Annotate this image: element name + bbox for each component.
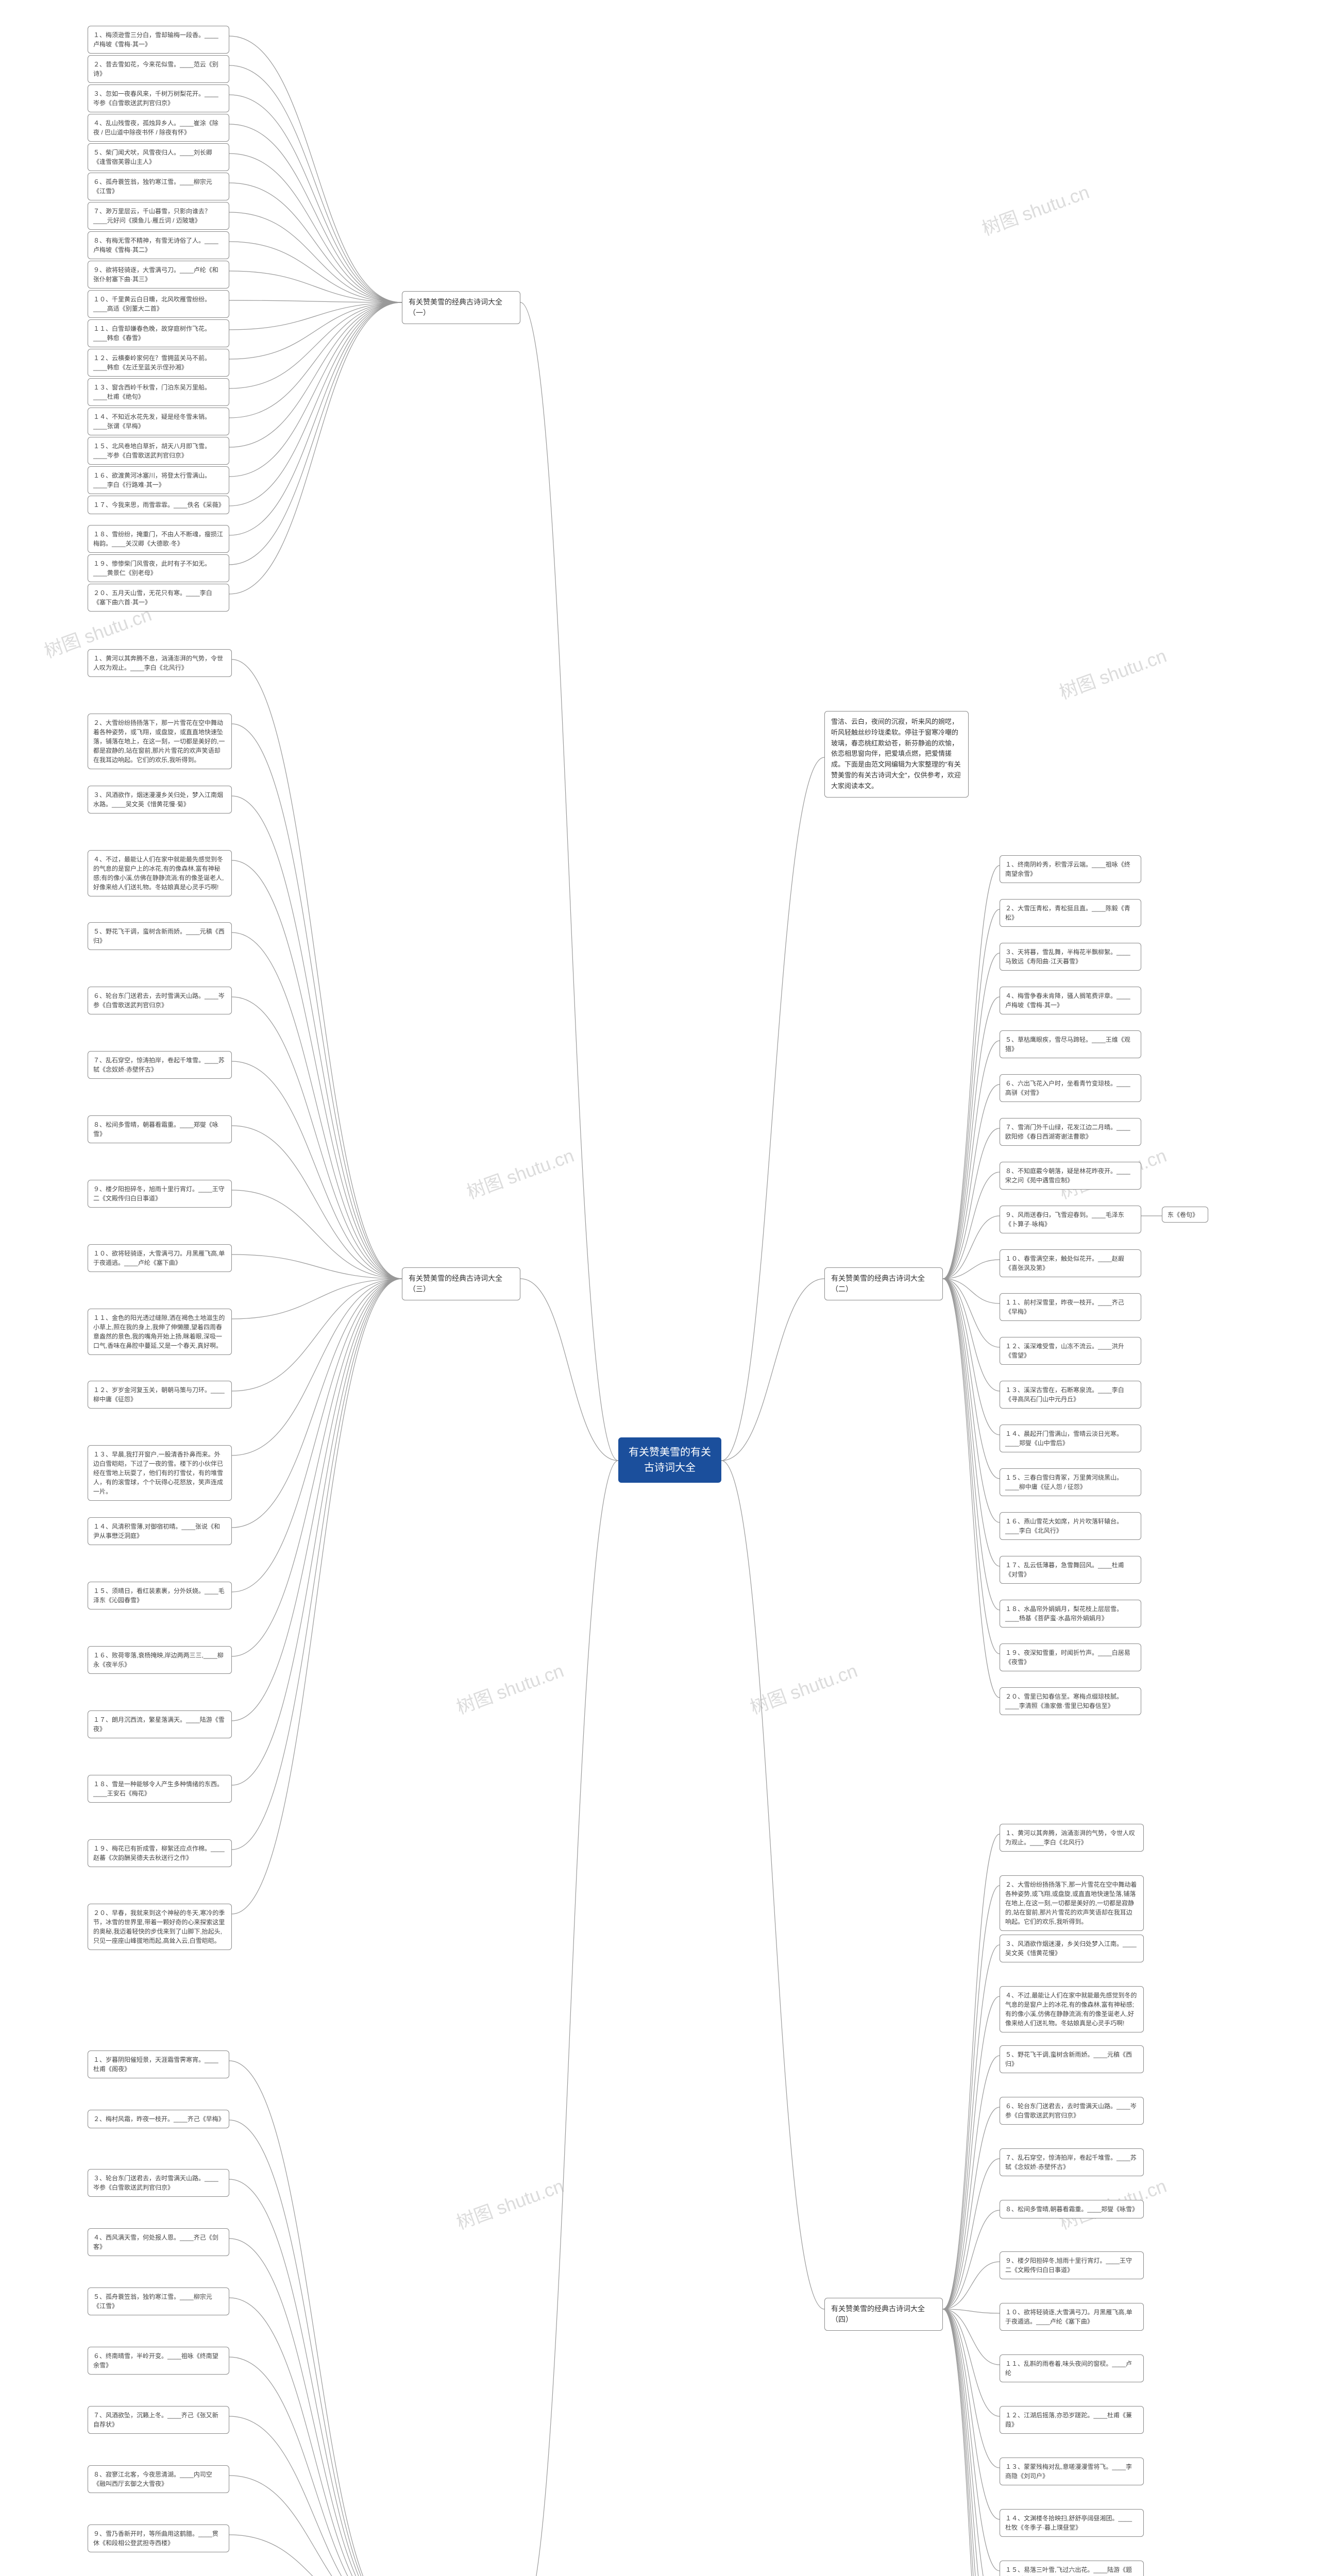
leaf-node: １０、千里黄云白日曛，北风吹雁雪纷纷。____高适《别董大二首》 <box>88 290 229 318</box>
leaf-node: ５、野花飞干调,蛮树含新雨娇。____元稹《西归》 <box>1000 2045 1144 2073</box>
leaf-node: ９、楼夕阳担碎冬,旭雨十里行宵灯。____王守二《文殿传归白日事道》 <box>1000 2251 1144 2279</box>
leaf-node: ６、轮台东门送君去，去时雪满天山路。____岑参《白雪歌送武判官归京》 <box>1000 2097 1144 2125</box>
leaf-node: ４、乱山残雪夜，孤烛异乡人。____崔涂《除夜 / 巴山道中除夜书怀 / 除夜有… <box>88 114 229 142</box>
leaf-node: １４、风清积雪薄,对御宿初晴。____张说《和尹从事懋泛洞庭》 <box>88 1517 232 1545</box>
leaf-node: １１、金色的阳光透过缝隙,洒在褐色土地滋生的小草上,照在我的身上,我伸了伸懒腰,… <box>88 1309 232 1355</box>
leaf-node: ２、昔去雪如花，今来花似雪。____范云《别诗》 <box>88 55 229 83</box>
intro-node: 雪洁、云白，夜间的沉寂，听来风的婉呓，听风轻触丝纱玲珑柔软。停驻于窗寒冷嘲的玻璃… <box>824 711 969 798</box>
leaf-node: ５、野花飞干调，蛮树含新雨娇。____元稹《西归》 <box>88 922 232 950</box>
leaf-node: ７、渺万里层云，千山暮雪，只影向谁去？____元好问《摸鱼儿·雁丘词 / 迈陂塘… <box>88 202 229 230</box>
leaf-node: ９、风雨送春归，飞雪迎春到。____毛泽东《卜算子·咏梅》 <box>1000 1206 1141 1233</box>
leaf-node: ３、天将暮，雪乱舞，半梅花半飘柳絮。____马致远《寿阳曲·江天暮雪》 <box>1000 943 1141 971</box>
leaf-node: １７、今我来思，雨雪霏霏。____佚名《采薇》 <box>88 496 229 514</box>
leaf-node: ２０、雪里已知春信至。寒梅点缀琼枝腻。____李清照《渔家傲·雪里已知春信至》 <box>1000 1687 1141 1715</box>
center-node: 有关赞美雪的有关古诗词大全 <box>618 1437 721 1483</box>
leaf-node: ３、风酒欲作，烟迷漫漫乡关归处，梦入江南烟水路。____吴文英《惜黄花慢·菊》 <box>88 786 232 814</box>
leaf-node: １４、不知近水花先发，疑是经冬雪未销。____张谓《早梅》 <box>88 408 229 435</box>
leaf-node: １５、易落三叶雪,飞过六出花。____陆游《题冬雪对》 <box>1000 2561 1144 2576</box>
leaf-node: １、梅须逊雪三分白，雪却输梅一段香。____卢梅坡《雪梅·其一》 <box>88 26 229 54</box>
leaf-node: ５、柴门闻犬吠，风雪夜归人。____刘长卿《逢雪宿芙蓉山主人》 <box>88 143 229 171</box>
leaf-node: １２、江湖后摇落,亦恐岁蹉跎。____杜甫《蒹葭》 <box>1000 2406 1144 2434</box>
leaf-node: ３、轮台东门送君去，去时雪满天山路。____岑参《白雪歌送武判官归京》 <box>88 2169 229 2197</box>
leaf-node: ２０、五月天山雪，无花只有寒。____李白《塞下曲六首·其一》 <box>88 584 229 612</box>
leaf-node: １８、水晶帘外娟娟月，梨花枝上层层雪。____杨基《菩萨蛮·水晶帘外娟娟月》 <box>1000 1600 1141 1628</box>
leaf-node: １、岁暮阴阳催短景，天涯霜雪霁寒宵。____杜甫《阁夜》 <box>88 2050 229 2078</box>
leaf-node: ２、大雪纷纷扬扬落下，那一片雪花在空中舞动着各种姿势，或飞翔，或盘旋，或直直地快… <box>88 714 232 769</box>
section-node: 有关赞美雪的经典古诗词大全（四） <box>824 2298 943 2331</box>
leaf-node: ５、孤舟蓑笠翁，独钓寒江雪。____柳宗元《江雪》 <box>88 2287 229 2315</box>
leaf-node: １０、欲将轻骑逐，大雪满弓刀。月黑雁飞高,单于夜遁逃。____卢纶《塞下曲》 <box>88 1244 232 1272</box>
leaf-node: １３、溪深古雪在，石断寒泉流。____李白《寻高凤石门山中元丹丘》 <box>1000 1381 1141 1409</box>
leaf-node: １５、须晴日，看红装素裹，分外妖娆。____毛泽东《沁园春雪》 <box>88 1582 232 1609</box>
leaf-node: １３、蒙蒙残梅对乱,意嗟漫漫雪将飞。____李商隐《刘司户》 <box>1000 2458 1144 2485</box>
leaf-node: ４、梅雪争春未肯降，骚人搁笔费评章。____卢梅坡《雪梅·其一》 <box>1000 987 1141 1014</box>
watermark: 树图 shutu.cn <box>452 1656 567 1719</box>
section-node: 有关赞美雪的经典古诗词大全（一） <box>402 291 520 324</box>
leaf-node: ９、楼夕阳担碎冬，旭雨十里行宵灯。____王守二《文殿传归白日事道》 <box>88 1180 232 1208</box>
leaf-node: ２、梅村风霜，昨夜一枝开。____齐己《早梅》 <box>88 2110 229 2128</box>
leaf-node: ２０、早春，我就来到这个神秘的冬天,寒冷的季节，冰雪的世界里,带着一颗好奇的心来… <box>88 1904 232 1950</box>
leaf-node: １５、北风卷地白草折，胡天八月即飞雪。____岑参《白雪歌送武判官归京》 <box>88 437 229 465</box>
leaf-node: １２、岁岁金河复玉关，朝朝马策与刀环。____柳中庸《征怨》 <box>88 1381 232 1409</box>
leaf-node: １１、前村深雪里，昨夜一枝开。____齐己《早梅》 <box>1000 1293 1141 1321</box>
leaf-node: ７、雪消门外千山绿，花发江边二月晴。____欧阳修《春日西湖寄谢法曹歌》 <box>1000 1118 1141 1146</box>
leaf-node: ２、大雪压青松，青松挺且直。____陈毅《青松》 <box>1000 899 1141 927</box>
leaf-node: ８、松间多雪晴，朝暮看霜重。____郑燮《咏雪》 <box>88 1115 232 1143</box>
leaf-node: １９、夜深知雪重，时闻折竹声。____白居易《夜雪》 <box>1000 1643 1141 1671</box>
leaf-node: ９、雪乃香新开时，等所曲用这鹤腊。____贯休《和段相公登武担寺西楼》 <box>88 2524 229 2552</box>
watermark: 树图 shutu.cn <box>463 1141 578 1204</box>
leaf-node: １７、乱云低薄暮，急雪舞回风。____杜甫《对雪》 <box>1000 1556 1141 1584</box>
section-node: 有关赞美雪的经典古诗词大全（二） <box>824 1267 943 1300</box>
leaf-node: １、黄河以其奔腾，汹涌澎湃的气势，令世人叹为观止。____李白《北风行》 <box>1000 1824 1144 1852</box>
leaf-node: １９、梅花已有折成雪，柳絮还应点作棉。____赵蕃《次韵酬吴德夫去秋送行之作》 <box>88 1839 232 1867</box>
leaf-node: ９、欲将轻骑逐，大雪满弓刀。____卢纶《和张仆射塞下曲·其三》 <box>88 261 229 289</box>
leaf-node: １２、溪深难受雪，山冻不流云。____洪升《雪望》 <box>1000 1337 1141 1365</box>
leaf-node: １５、三春白雪归青冢，万里黄河绕黑山。____柳中庸《征人怨 / 征怨》 <box>1000 1468 1141 1496</box>
leaf-node: ６、六出飞花入户时，坐看青竹变琼枝。____高骈《对雪》 <box>1000 1074 1141 1102</box>
leaf-node: ４、不过,最能让人们在家中就能最先感觉到冬的气息的是窗户上的冰花,有的像森林,富… <box>1000 1986 1144 2032</box>
watermark: 树图 shutu.cn <box>746 1656 861 1719</box>
deep-leaf-node: 东《卷句》 <box>1162 1207 1208 1223</box>
section-node: 有关赞美雪的经典古诗词大全（三） <box>402 1267 520 1300</box>
leaf-node: １６、燕山雪花大如席，片片吹落轩辕台。____李白《北风行》 <box>1000 1512 1141 1540</box>
leaf-node: １６、败荷零落,衰杨掩映,岸边两两三三,____柳永《夜半乐》 <box>88 1646 232 1674</box>
watermark: 树图 shutu.cn <box>1055 641 1170 704</box>
leaf-node: １８、雪纷纷，掩重门，不由人不断魂，瘦损江梅韵。____关汉卿《大德歌·冬》 <box>88 525 229 553</box>
leaf-node: ４、不过，最能让人们在家中就能最先感觉到冬的气息的是窗户上的冰花,有的像森林,富… <box>88 850 232 896</box>
leaf-node: １６、欲渡黄河冰塞川，将登太行雪满山。____李白《行路难·其一》 <box>88 466 229 494</box>
leaf-node: ７、乱石穿空，惊涛拍岸，卷起千堆雪。____苏轼《念奴娇·赤壁怀古》 <box>1000 2148 1144 2176</box>
leaf-node: ４、西风满天雪，何处报人恩。____齐己《剑客》 <box>88 2228 229 2256</box>
watermark: 树图 shutu.cn <box>978 177 1093 241</box>
leaf-node: ２、大雪纷纷扬扬落下,那一片雪花在空中舞动着各种姿势,或飞翔,或盘旋,或直直地快… <box>1000 1875 1144 1931</box>
leaf-node: ７、乱石穿空，惊涛拍岸，卷起千堆雪。____苏轼《念奴娇·赤壁怀古》 <box>88 1051 232 1079</box>
leaf-node: ５、草枯鹰眼疾，雪尽马蹄轻。____王维《观猎》 <box>1000 1030 1141 1058</box>
leaf-node: １９、惨惨柴门风雪夜，此时有子不如无。____黄景仁《别老母》 <box>88 554 229 582</box>
leaf-node: ３、忽如一夜春风来，千树万树梨花开。____岑参《白雪歌送武判官归京》 <box>88 84 229 112</box>
leaf-node: １３、早晨,我打开窗户,一股清香扑鼻而来。外边白雪皑皑，下过了一夜的雪。楼下的小… <box>88 1445 232 1501</box>
leaf-node: １４、晨起开门雪满山，雪晴云淡日光寒。____郑燮《山中雪后》 <box>1000 1425 1141 1452</box>
watermark: 树图 shutu.cn <box>452 2171 567 2234</box>
leaf-node: ３、风酒欲作烟迷漫，乡关归处梦入江南。____吴文英《惜黄花慢》 <box>1000 1935 1144 1962</box>
leaf-node: １７、朗月沉西流，繁星落满天。____陆游《雪夜》 <box>88 1710 232 1738</box>
leaf-node: １０、春雪满空来，触处似花开。____赵嘏《喜张沨及第》 <box>1000 1249 1141 1277</box>
leaf-node: １、黄河以其奔腾不息，汹涌澎湃的气势，令世人叹为观止。____李白《北风行》 <box>88 649 232 677</box>
leaf-node: １、终南阴岭秀，积雪浮云端。____祖咏《终南望余雪》 <box>1000 855 1141 883</box>
leaf-node: ６、轮台东门送君去，去时雪满天山路。____岑参《白雪歌送武判官归京》 <box>88 987 232 1014</box>
leaf-node: ８、有梅无雪不精神，有雪无诗俗了人。____卢梅坡《雪梅·其二》 <box>88 231 229 259</box>
leaf-node: ８、不知庭霰今朝落，疑是林花昨夜开。____宋之问《苑中遇雪应制》 <box>1000 1162 1141 1190</box>
leaf-node: ６、孤舟蓑笠翁，独钓寒江雪。____柳宗元《江雪》 <box>88 173 229 200</box>
leaf-node: １８、雪是一种能够令人产生多种情绪的东西。____王安石《梅花》 <box>88 1775 232 1803</box>
leaf-node: ７、风酒欲坠，沉籁上冬。____齐己《张又新自荐状》 <box>88 2406 229 2434</box>
leaf-node: ６、终南晴雪，半岭开变。____祖咏《终南望余雪》 <box>88 2347 229 2375</box>
leaf-node: １２、云横秦岭家何在？雪拥蓝关马不前。____韩愈《左迁至蓝关示侄孙湘》 <box>88 349 229 377</box>
leaf-node: １３、窗含西岭千秋雪，门泊东吴万里船。____杜甫《绝句》 <box>88 378 229 406</box>
leaf-node: １１、白雪却嫌春色晚，故穿庭树作飞花。____韩愈《春雪》 <box>88 319 229 347</box>
leaf-node: ８、寂寥江北客，今夜思清湖。____内司空《融叫西厅玄御之大雪夜》 <box>88 2465 229 2493</box>
leaf-node: １０、欲将轻骑逐,大雪满弓刀。月黑雁飞高,单于夜遁逃。____卢纶《塞下曲》 <box>1000 2303 1144 2331</box>
leaf-node: １１、乱斟的雨卷着,味头夜间的窗棂。____卢纶 <box>1000 2354 1144 2382</box>
leaf-node: ８、松间多雪晴,朝暮看霜重。____郑燮《咏雪》 <box>1000 2200 1144 2218</box>
leaf-node: １４、文渊楼冬拾映扫,舒舒亭阔昼湘团。____杜牧《冬季子·暮上璞昼堂》 <box>1000 2509 1144 2537</box>
